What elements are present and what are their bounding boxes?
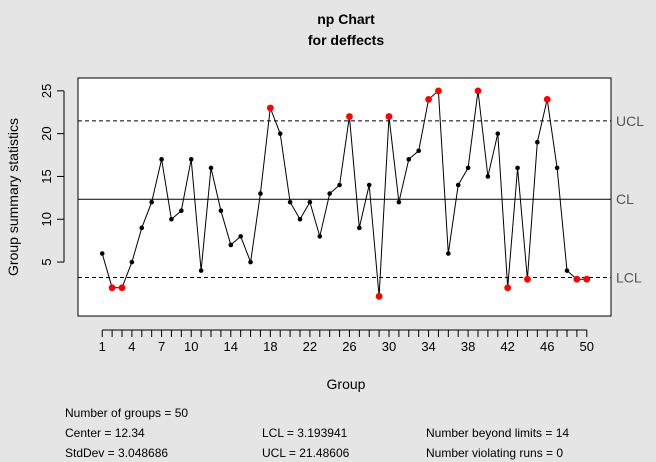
x-tick-label: 38 [461, 339, 475, 354]
summary-stats: Number of groups = 50 Center = 12.34 Std… [65, 406, 569, 460]
data-point [485, 174, 491, 179]
violation-point [375, 292, 383, 300]
violation-point [504, 284, 512, 292]
data-point [228, 242, 234, 248]
data-series [99, 87, 591, 300]
y-axis-label: Group summary statistics [5, 118, 21, 276]
x-axis-label: Group [327, 376, 366, 392]
data-point [248, 259, 253, 265]
data-point [337, 182, 342, 188]
x-tick-label: 34 [421, 339, 435, 354]
x-tick-label: 4 [128, 339, 135, 354]
violation-point [474, 87, 482, 95]
data-point [149, 199, 154, 205]
stat-number-of-groups: Number of groups = 50 [65, 406, 188, 420]
stat-beyond-limits: Number beyond limits = 14 [426, 426, 569, 440]
stat-stddev: StdDev = 3.048686 [65, 446, 168, 460]
y-axis: 5 10 15 20 25 [39, 84, 65, 266]
data-point [159, 157, 164, 162]
violation-point [346, 113, 353, 120]
data-point [287, 199, 293, 205]
data-point [327, 191, 332, 196]
violation-point [425, 96, 432, 103]
data-point [465, 165, 471, 171]
chart-subtitle: for deffects [308, 32, 384, 48]
data-point [406, 157, 412, 162]
data-point [188, 157, 194, 162]
x-tick-label: 18 [263, 339, 277, 354]
x-tick-label: 50 [580, 339, 594, 354]
violation-point [435, 87, 442, 95]
x-tick-label: 30 [382, 339, 396, 354]
lcl-line-label: LCL [616, 270, 642, 286]
x-tick-label: 1 [99, 339, 106, 354]
ucl-line-label: UCL [616, 113, 644, 129]
data-point [535, 139, 540, 145]
center-line-label: CL [616, 191, 634, 207]
chart-title: np Chart [317, 11, 375, 27]
data-point [307, 199, 313, 205]
data-point [208, 165, 214, 171]
violation-point [524, 275, 531, 283]
y-tick-label: 20 [39, 126, 54, 140]
violation-point [108, 284, 116, 292]
data-point [396, 199, 402, 205]
x-tick-label: 22 [303, 339, 317, 354]
data-point [169, 216, 174, 222]
x-axis: 1 4 7 10 14 18 22 26 30 34 38 42 46 50 [99, 329, 594, 354]
stat-lcl: LCL = 3.193941 [262, 426, 348, 440]
data-point [357, 225, 362, 231]
violation-point [583, 275, 591, 283]
data-point [179, 208, 184, 213]
y-tick-label: 25 [39, 84, 54, 98]
stat-center: Center = 12.34 [65, 426, 145, 440]
control-limit-lines: UCL CL LCL [78, 113, 644, 286]
data-point [515, 165, 520, 171]
data-point [317, 234, 323, 239]
data-point [258, 191, 263, 196]
x-tick-label: 42 [500, 339, 514, 354]
plot-area [77, 77, 612, 317]
data-point [139, 225, 145, 231]
data-point [564, 268, 570, 273]
data-point [99, 251, 105, 256]
x-tick-label: 14 [224, 339, 238, 354]
violation-point [118, 284, 126, 292]
data-point [446, 251, 451, 256]
x-tick-label: 7 [158, 339, 165, 354]
data-point [238, 234, 243, 239]
data-point [277, 131, 283, 136]
stat-violating-runs: Number violating runs = 0 [426, 446, 563, 460]
x-tick-label: 26 [342, 339, 356, 354]
data-point [495, 131, 501, 136]
x-tick-label: 46 [540, 339, 554, 354]
data-point [416, 148, 421, 154]
data-point [554, 165, 560, 171]
data-point [366, 182, 372, 188]
y-tick-label: 5 [39, 258, 54, 265]
violation-point [573, 275, 581, 283]
violation-point [266, 104, 274, 112]
data-point [297, 216, 303, 222]
y-tick-label: 10 [39, 212, 54, 226]
series-line [101, 89, 587, 297]
data-point [129, 259, 135, 265]
data-point [455, 182, 461, 188]
x-tick-label: 10 [184, 339, 198, 354]
stat-ucl: UCL = 21.48606 [262, 446, 350, 460]
violation-point [543, 96, 551, 103]
data-point [198, 268, 204, 273]
violation-point [385, 113, 393, 120]
y-tick-label: 15 [39, 169, 54, 183]
data-point [218, 208, 224, 213]
